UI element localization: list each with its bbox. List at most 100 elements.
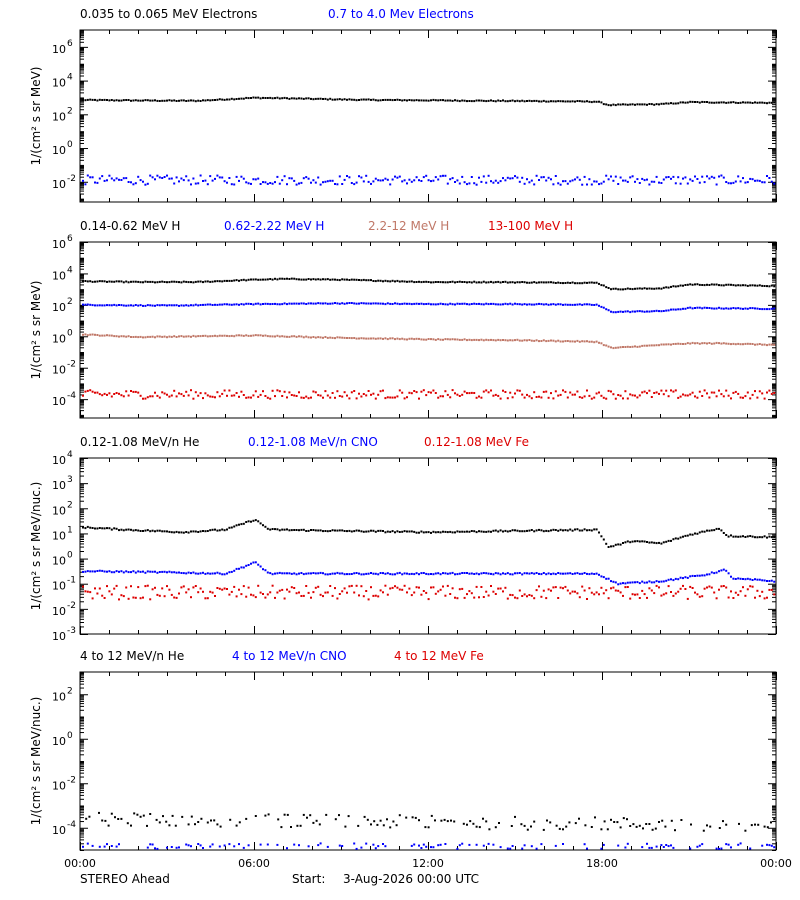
panel-2-series-2-point (185, 304, 188, 307)
panel-2-series-2-point (521, 303, 524, 306)
panel-2-series-3-point (360, 337, 363, 340)
panel-3-series-2-point (598, 573, 600, 576)
panel-3-series-3-point (538, 585, 540, 588)
panel-1-series-2-point (348, 176, 351, 179)
panel-2-series-4-point (552, 397, 555, 400)
panel-3-series-3-point (420, 593, 423, 596)
panel-3-series-3-point (670, 591, 672, 593)
panel-2-series-4-point (770, 392, 773, 395)
panel-2-series-1-point (710, 283, 713, 286)
panel-4-series-2-point (238, 843, 240, 846)
panel-3-series-2-point (132, 570, 135, 573)
panel-3-series-1-point (437, 531, 440, 534)
panel-3-series-2-point (98, 569, 101, 572)
panel-2-series-4-point (504, 391, 507, 393)
panel-1-series-2-point (254, 178, 257, 181)
panel-2-series-3-point (149, 335, 152, 338)
panel-4-legend-1: 4 to 12 MeV/n He (80, 649, 184, 663)
panel-3-series-2-point (478, 573, 480, 576)
panel-2-series-3-point (324, 336, 327, 338)
panel-2-series-4-point (751, 393, 754, 396)
panel-3-series-2-point (348, 573, 351, 576)
panel-3-series-2-point (252, 561, 255, 564)
panel-2-series-3-point (598, 341, 600, 344)
panel-2-series-1-point (698, 283, 701, 286)
panel-2-series-1-point (566, 281, 569, 284)
panel-3-series-2-point (547, 572, 550, 575)
panel-2-series-2-point (766, 308, 768, 311)
panel-2-series-1-point (739, 284, 742, 287)
panel-3-series-1-point (127, 528, 130, 531)
panel-3-series-3-point (619, 591, 622, 594)
panel-2-series-1-point (622, 288, 624, 291)
panel-1-series-1-point (406, 99, 408, 102)
panel-1-series-2-point (499, 180, 502, 183)
panel-2-series-1-point (492, 281, 495, 284)
panel-3-series-1-point (211, 528, 214, 531)
panel-2-series-3-point (624, 346, 627, 348)
panel-1-series-2-point (358, 175, 360, 178)
panel-3-series-3-point (564, 585, 567, 588)
panel-2-series-1-point (391, 279, 394, 282)
panel-2-series-4-point (144, 397, 147, 400)
panel-2-series-4-point (535, 396, 538, 398)
panel-2-series-1-point (293, 277, 296, 280)
panel-4-series-1-point (165, 820, 168, 823)
panel-1-series-1-point (408, 99, 411, 101)
panel-1-series-2-point (437, 178, 440, 181)
panel-2-series-4-point (110, 395, 113, 398)
panel-1-series-1-point (461, 99, 464, 102)
panel-1-series-2-point (598, 183, 600, 186)
panel-1-series-2-point (466, 183, 468, 186)
panel-2-series-2-point (144, 304, 147, 307)
panel-3-series-2-point (278, 571, 281, 574)
panel-2-series-1-point (466, 281, 468, 284)
panel-3-series-2-point (583, 572, 586, 574)
panel-1-series-2-point (379, 179, 382, 182)
panel-1-series-2-point (514, 175, 516, 178)
panel-3-series-2-point (768, 580, 771, 582)
panel-4-series-2-point (197, 843, 200, 845)
panel-2-y-label: 1/(cm² s sr MeV) (29, 281, 43, 380)
panel-1-series-1-point (487, 99, 490, 102)
panel-2-series-4-point (125, 390, 128, 393)
panel-1-series-1-point (547, 100, 550, 103)
panel-1-series-2-point (91, 176, 94, 179)
panel-1-series-2-point (326, 180, 329, 183)
panel-3-series-1-point (475, 531, 478, 534)
panel-4-series-1-point (494, 826, 497, 829)
panel-3-series-2-point (439, 573, 442, 576)
panel-3-series-3-point (336, 597, 339, 600)
panel-2-series-1-point (223, 279, 226, 282)
panel-2-series-2-point (446, 303, 449, 306)
panel-2-series-4-point (643, 390, 646, 393)
panel-3-series-3-point (290, 586, 293, 589)
panel-2-series-1-point (662, 286, 665, 289)
panel-3-series-3-point (242, 585, 245, 588)
panel-2-series-1-point (432, 281, 435, 284)
panel-1-series-2-point (432, 179, 435, 182)
panel-3-series-1-point (540, 529, 543, 532)
panel-1-series-2-point (163, 176, 166, 178)
panel-2-series-1-point (470, 281, 473, 284)
panel-4-series-2-point (511, 845, 514, 847)
panel-1-y-tick-label: 10 (52, 178, 66, 191)
panel-3-series-1-point (139, 530, 142, 532)
panel-3-series-2-point (216, 571, 219, 574)
panel-2-series-1-point (612, 287, 615, 290)
panel-2-series-1-point (362, 278, 365, 281)
panel-4-series-1-point (174, 824, 177, 827)
panel-2-series-4-point (182, 394, 185, 397)
panel-3-series-1-point (766, 536, 768, 539)
panel-2-series-1-point (446, 281, 449, 284)
panel-1-series-1-point (146, 99, 149, 102)
panel-2-series-2-point (413, 302, 416, 305)
panel-3-series-1-point (430, 531, 432, 534)
panel-2-legend-3: 2.2-12 MeV H (368, 219, 449, 233)
panel-3-series-3-point (180, 586, 183, 589)
panel-1-series-2-point (146, 182, 149, 185)
panel-3-series-1-point (542, 530, 545, 533)
panel-2-series-3-point (86, 334, 89, 337)
panel-2-series-4-point (576, 390, 579, 393)
panel-2-series-4-point (89, 389, 92, 392)
